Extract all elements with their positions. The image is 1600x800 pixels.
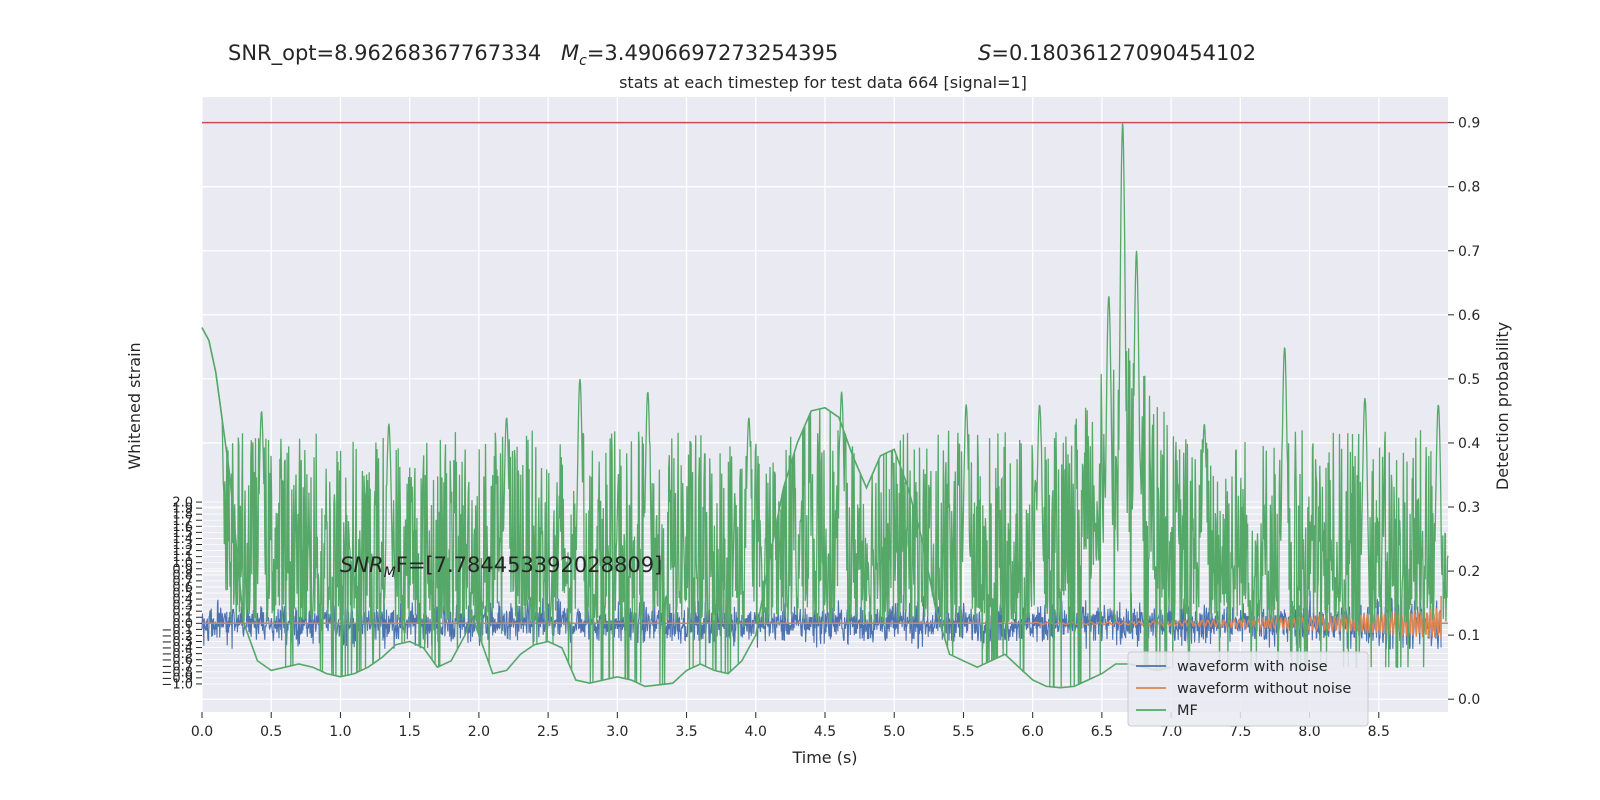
- x-tick-label: 6.0: [1022, 724, 1044, 740]
- left-tick-label: 1.6: [172, 520, 193, 535]
- right-tick-label: 0.2: [1458, 564, 1480, 580]
- x-tick-label: 0.0: [191, 724, 213, 740]
- x-tick-label: 3.0: [606, 724, 628, 740]
- right-tick-label: 0.9: [1458, 116, 1480, 132]
- series-mf-spiky: [201, 123, 1449, 688]
- x-tick-label: 4.5: [814, 724, 836, 740]
- left-tick-label: 1.8: [172, 508, 193, 523]
- left-tick-label: 1.1: [172, 550, 193, 565]
- x-axis-ticks: 0.0 0.5 1.0 1.5 2.0 2.5 3.0 3.5 4.0 4.5 5.0 5.5 6.0 6…: [191, 712, 1390, 740]
- x-tick-label: 5.5: [952, 724, 974, 740]
- snr-mf-value: F=[7.784453392028809]: [396, 553, 663, 577]
- left-tick-label: 1.7: [172, 514, 193, 529]
- chirp-mass-symbol: M: [561, 41, 579, 65]
- right-axis-label: Detection probability: [1493, 322, 1512, 490]
- legend: waveform with noise waveform without noi…: [1127, 651, 1369, 727]
- left-tick-label: 0.1: [172, 611, 193, 626]
- left-tick-label: 0.3: [172, 599, 193, 614]
- left-tick-label: 1.4: [172, 532, 193, 547]
- left-tick-label: −0.9: [161, 671, 193, 686]
- x-tick-label: 5.0: [883, 724, 905, 740]
- left-tick-label: 0.5: [172, 587, 193, 602]
- x-tick-label: 8.0: [1298, 724, 1320, 740]
- left-tick-label: 0.4: [172, 593, 193, 608]
- left-tick-label: 1.9: [172, 502, 193, 517]
- legend-frame: [1127, 651, 1369, 727]
- left-tick-label: 2.0: [172, 496, 193, 511]
- left-tick-label: 0.2: [172, 605, 193, 620]
- left-tick-label: −0.2: [161, 629, 193, 644]
- s-value: =0.18036127090454102: [991, 41, 1256, 65]
- legend-label-noise: waveform with noise: [1177, 659, 1328, 675]
- x-tick-label: 3.5: [675, 724, 697, 740]
- left-tick-label: 1.3: [172, 538, 193, 553]
- x-tick-label: 1.0: [329, 724, 351, 740]
- left-axis-label: Whitened strain: [125, 342, 144, 469]
- x-tick-label: 4.0: [745, 724, 767, 740]
- x-tick-label: 8.5: [1368, 724, 1390, 740]
- snr-opt-label: SNR_opt=8.96268367767334: [228, 41, 541, 66]
- x-tick-label: 7.5: [1229, 724, 1251, 740]
- snr-mf-symbol: SNR: [340, 553, 384, 577]
- data-lines: [201, 121, 1449, 689]
- right-tick-label: 0.3: [1458, 500, 1480, 516]
- left-tick-label: 1.2: [172, 544, 193, 559]
- x-tick-label: 1.5: [399, 724, 421, 740]
- legend-label-mf: MF: [1177, 703, 1198, 719]
- x-tick-label: 6.5: [1091, 724, 1113, 740]
- snr-mf-annotation: SNRMF=[7.784453392028809]: [340, 553, 662, 581]
- s-label: S=0.18036127090454102: [978, 41, 1256, 65]
- right-tick-label: 0.7: [1458, 244, 1480, 260]
- left-tick-label: 1.5: [172, 526, 193, 541]
- right-tick-label: 0.6: [1458, 308, 1480, 324]
- left-tick-label: 0.7: [172, 574, 193, 589]
- left-tick-label: −0.3: [161, 635, 193, 650]
- right-axis-ticks: 0.0 0.1 0.2 0.3 0.4 0.5 0.6 0.7 0.8 0.9: [1448, 116, 1480, 708]
- left-tick-label: 0.8: [172, 568, 193, 583]
- left-tick-label: −0.8: [161, 665, 193, 680]
- legend-label-signal: waveform without noise: [1177, 681, 1351, 697]
- left-tick-label: −0.1: [161, 623, 193, 638]
- snr-mf-subscript: M: [384, 565, 396, 581]
- right-tick-label: 0.4: [1458, 436, 1480, 452]
- left-tick-label: −1.0: [161, 677, 193, 692]
- series-waveform-without-noise: [202, 596, 1448, 639]
- chirp-mass-label: Mc=3.4906697273254395: [561, 41, 838, 69]
- x-tick-label: 2.5: [537, 724, 559, 740]
- left-tick-label: 0.0: [172, 617, 193, 632]
- left-tick-label: 1.0: [172, 556, 193, 571]
- left-axis-ticks: 2.01.91.81.71.61.51.41.31.21.11.00.90.80…: [161, 496, 202, 692]
- chirp-mass-value: =3.4906697273254395: [587, 41, 838, 65]
- left-tick-label: 0.9: [172, 562, 193, 577]
- chirp-mass-subscript: c: [579, 53, 587, 69]
- series-mf-envelope: [201, 327, 1172, 689]
- x-tick-label: 0.5: [260, 724, 282, 740]
- x-tick-label: 7.0: [1160, 724, 1182, 740]
- left-tick-label: 0.6: [172, 580, 193, 595]
- left-tick-label: −0.4: [161, 641, 193, 656]
- left-tick-label: −0.6: [161, 653, 193, 668]
- chart-title: stats at each timestep for test data 664…: [619, 73, 1027, 92]
- x-axis-label: Time (s): [791, 748, 857, 767]
- right-tick-label: 0.0: [1458, 692, 1480, 708]
- left-tick-label: −0.7: [161, 659, 193, 674]
- left-tick-label: −0.5: [161, 647, 193, 662]
- s-symbol: S: [978, 41, 991, 65]
- right-tick-label: 0.5: [1458, 372, 1480, 388]
- right-tick-label: 0.1: [1458, 628, 1480, 644]
- right-tick-label: 0.8: [1458, 180, 1480, 196]
- x-tick-label: 2.0: [468, 724, 490, 740]
